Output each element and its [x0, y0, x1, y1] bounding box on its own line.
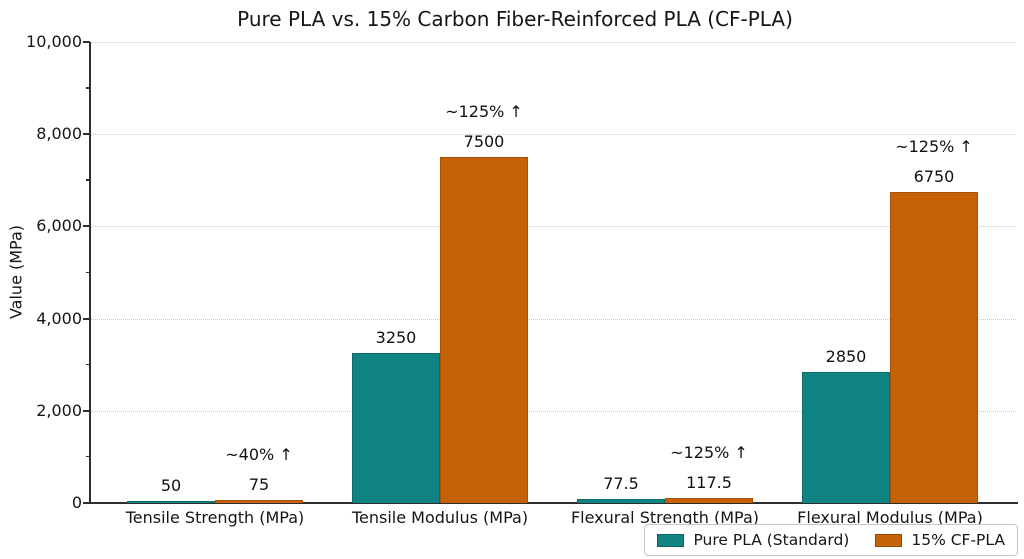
- legend-label: 15% CF-PLA: [911, 531, 1005, 549]
- bar-value-label: 50: [160, 475, 182, 495]
- y-minor-tick-7000: [86, 179, 90, 181]
- y-tick-label: 8,000: [36, 124, 82, 144]
- bar-pla-2: [352, 353, 440, 503]
- y-tick-0: [83, 502, 90, 504]
- y-minor-tick-9000: [86, 87, 90, 89]
- bar-pla-4: [802, 371, 890, 503]
- y-tick-label: 4,000: [36, 308, 82, 328]
- x-tick-label: Tensile Modulus (MPa): [351, 508, 529, 527]
- legend: Pure PLA (Standard) 15% CF-PLA: [644, 524, 1018, 556]
- y-tick-10000: [83, 41, 90, 43]
- increase-annotation: ~125% ↑: [445, 102, 523, 122]
- y-tick-8000: [83, 133, 90, 136]
- increase-annotation: ~40% ↑: [225, 444, 293, 464]
- legend-item-cf-pla: 15% CF-PLA: [875, 531, 1005, 549]
- chart-title: Pure PLA vs. 15% Carbon Fiber-Reinforced…: [237, 7, 793, 31]
- bar-pla-1: [127, 500, 215, 503]
- increase-annotation: ~125% ↑: [895, 136, 973, 156]
- bar-value-label: 3250: [375, 328, 417, 348]
- legend-swatch-pure-pla: [657, 533, 685, 547]
- x-tick-label: Tensile Strength (MPa): [125, 508, 305, 527]
- bar-pla-3: [577, 499, 665, 503]
- increase-annotation: ~125% ↑: [670, 442, 748, 462]
- y-axis-spine: [89, 42, 91, 504]
- bar-cfpla-1: [215, 499, 303, 503]
- bar-value-label: 117.5: [686, 472, 732, 492]
- x-tick-label: Flexural Strength (MPa): [570, 508, 760, 527]
- y-tick-label: 0: [71, 493, 82, 512]
- y-tick-2000: [83, 409, 90, 412]
- y-tick-label: 10,000: [26, 32, 82, 51]
- y-minor-tick-3000: [86, 363, 90, 366]
- gridline-6000: [90, 226, 1016, 228]
- bar-cfpla-3: [665, 497, 753, 503]
- legend-swatch-cf-pla: [875, 533, 903, 547]
- legend-item-pure-pla: Pure PLA (Standard): [657, 531, 849, 549]
- bar-value-label: 6750: [913, 166, 955, 186]
- y-tick-label: 2,000: [36, 400, 82, 420]
- y-tick-6000: [83, 225, 90, 228]
- x-tick-label: Flexural Modulus (MPa): [797, 508, 983, 527]
- gridline-10000: [90, 42, 1016, 43]
- bar-value-label: 7500: [463, 132, 505, 152]
- gridline-2000: [90, 410, 1016, 412]
- y-minor-tick-1000: [86, 455, 90, 458]
- y-minor-tick-5000: [86, 271, 90, 273]
- gridline-8000: [90, 134, 1016, 136]
- gridline-4000: [90, 318, 1016, 320]
- bar-value-label: 75: [248, 474, 270, 494]
- bar-value-label: 77.5: [603, 474, 639, 494]
- legend-label: Pure PLA (Standard): [693, 531, 850, 549]
- bar-cfpla-4: [890, 191, 978, 503]
- y-tick-label: 6,000: [36, 216, 82, 236]
- bar-value-label: 2850: [825, 346, 867, 366]
- bar-cfpla-2: [440, 157, 528, 503]
- x-axis-line: [88, 502, 1018, 504]
- y-tick-4000: [83, 317, 90, 320]
